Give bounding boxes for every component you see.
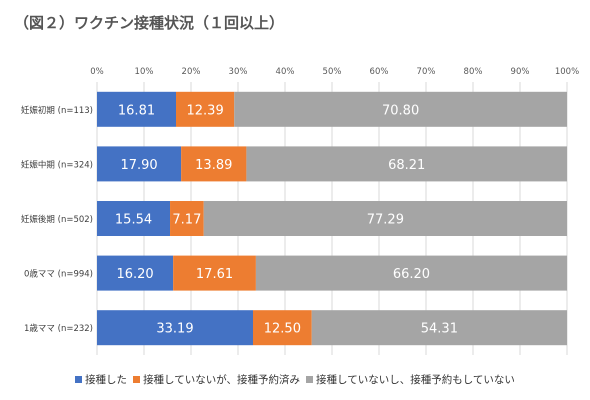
category-label: 0歳ママ (n=994) [24,269,93,280]
x-tick-label: 10% [135,67,154,77]
data-label: 17.61 [196,267,233,282]
data-label: 13.89 [195,158,232,173]
data-label: 66.20 [393,267,430,282]
data-label: 12.50 [264,322,301,337]
category-label: 妊娠中期 (n=324) [21,159,93,170]
x-tick-label: 40% [276,67,295,77]
data-label: 15.54 [115,213,152,228]
data-label: 17.90 [120,158,157,173]
data-label: 12.39 [187,103,224,118]
legend-item: 接種した [75,372,127,387]
bar-segment [255,255,568,291]
bar-segment [173,255,256,291]
bar-segment [246,146,567,182]
bar-segment [203,201,567,236]
bar-segment [97,201,171,236]
bar-segment [97,255,174,291]
legend-label: 接種していないが、接種予約済み [143,374,301,386]
x-tick-label: 70% [417,67,436,77]
chart-legend: 接種した 接種していないが、接種予約済み 接種していないし、接種予約もしていない [0,372,590,387]
data-label: 70.80 [382,103,419,118]
legend-swatch [133,376,141,383]
bar-segment [97,146,182,182]
legend-item: 接種していないし、接種予約もしていない [306,372,515,387]
legend-label: 接種していないし、接種予約もしていない [316,374,515,386]
category-label: 妊娠後期 (n=502) [21,214,93,225]
x-tick-label: 20% [182,67,201,77]
data-label: 77.29 [367,213,404,228]
legend-swatch [75,376,83,383]
category-label: 1歳ママ (n=232) [24,323,93,334]
bar-segment [311,310,567,346]
bar-segment [252,310,312,346]
category-label: 妊娠初期 (n=113) [21,105,93,116]
chart-title: （図２）ワクチン接種状況（１回以上） [14,14,285,32]
data-label: 33.19 [156,322,193,337]
legend-item: 接種していないが、接種予約済み [133,372,300,387]
x-tick-label: 100% [555,67,579,77]
bar-segment [181,146,247,182]
bar-segment [234,91,568,127]
data-label: 16.81 [118,103,155,118]
data-label: 68.21 [388,158,425,173]
legend-swatch [306,376,314,383]
x-tick-label: 30% [229,67,248,77]
bar-segment [176,91,235,127]
data-label: 54.31 [421,322,458,337]
bar-segment [97,91,177,127]
data-label: 7.17 [172,213,201,228]
x-tick-label: 80% [464,67,483,77]
x-tick-label: 0% [90,67,104,77]
x-tick-label: 90% [511,67,530,77]
legend-label: 接種した [85,374,128,386]
bar-segment [97,310,253,346]
x-tick-label: 60% [370,67,389,77]
bar-segment [170,201,204,236]
x-tick-label: 50% [323,67,342,77]
data-label: 16.20 [116,267,153,282]
